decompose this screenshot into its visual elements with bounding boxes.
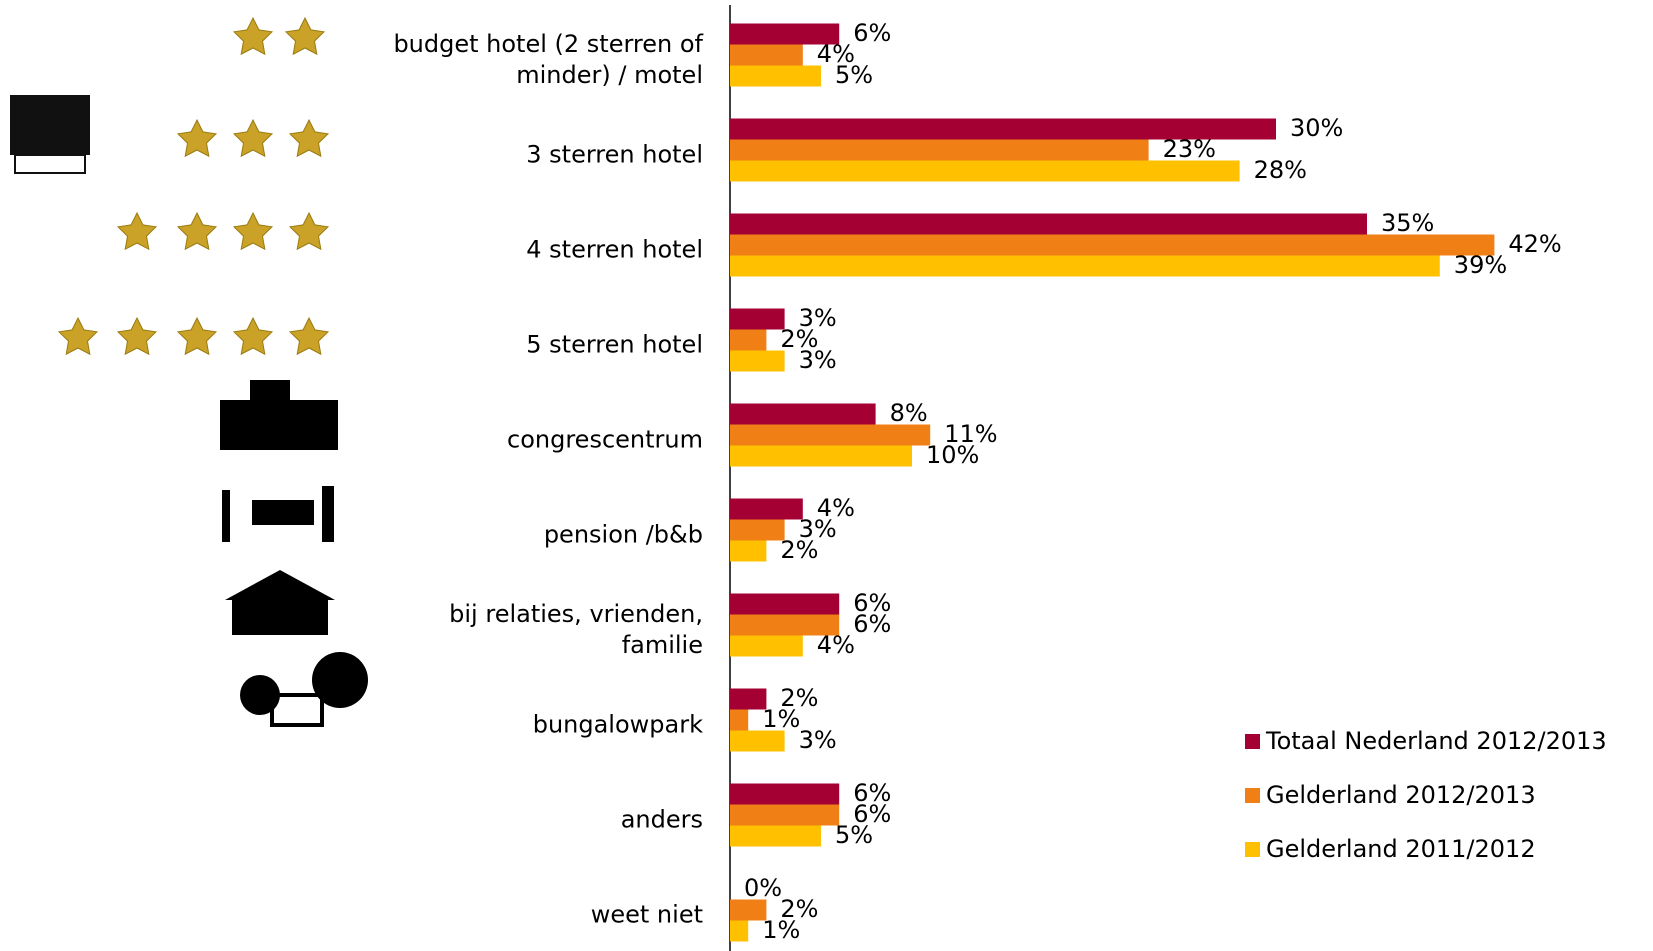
chart: 6%4%5%30%23%28%35%42%39%3%2%3%8%11%10%4%… — [0, 0, 1653, 951]
bar — [730, 541, 766, 562]
legend-label: Gelderland 2011/2012 — [1266, 835, 1536, 863]
bar — [730, 404, 876, 425]
bar — [730, 45, 803, 66]
data-label: 3% — [799, 726, 837, 754]
bar — [730, 66, 821, 87]
data-label: 8% — [890, 399, 928, 427]
bar — [730, 636, 803, 657]
data-label: 3% — [799, 346, 837, 374]
bar — [730, 256, 1440, 277]
category-label: pension /b&b — [373, 520, 703, 551]
legend-label: Gelderland 2012/2013 — [1266, 781, 1536, 809]
data-label: 4% — [817, 631, 855, 659]
data-label: 30% — [1290, 114, 1343, 142]
category-label: 3 sterren hotel — [373, 140, 703, 171]
bar — [730, 214, 1367, 235]
legend-swatch — [1245, 842, 1260, 857]
legend-swatch — [1245, 734, 1260, 749]
bar — [730, 921, 748, 942]
bar — [730, 140, 1149, 161]
category-label: 4 sterren hotel — [373, 235, 703, 266]
data-label: 2% — [780, 536, 818, 564]
bar — [730, 235, 1494, 256]
bar — [730, 446, 912, 467]
data-label: 1% — [762, 916, 800, 944]
category-label: budget hotel (2 sterren of minder) / mot… — [373, 29, 703, 91]
bar — [730, 309, 785, 330]
bar — [730, 520, 785, 541]
bar — [730, 351, 785, 372]
category-label: bungalowpark — [373, 710, 703, 741]
bar — [730, 499, 803, 520]
legend-label: Totaal Nederland 2012/2013 — [1265, 727, 1607, 755]
bar — [730, 689, 766, 710]
bar — [730, 594, 839, 615]
data-label: 5% — [835, 61, 873, 89]
category-label: congrescentrum — [373, 425, 703, 456]
legend-swatch — [1245, 788, 1260, 803]
category-label: anders — [373, 805, 703, 836]
bar — [730, 900, 766, 921]
icons — [10, 18, 368, 725]
bar — [730, 425, 930, 446]
bar — [730, 161, 1240, 182]
bar — [730, 710, 748, 731]
data-label: 10% — [926, 441, 979, 469]
data-label: 35% — [1381, 209, 1434, 237]
bar — [730, 784, 839, 805]
category-label: 5 sterren hotel — [373, 330, 703, 361]
data-label: 6% — [853, 610, 891, 638]
data-label: 39% — [1454, 251, 1507, 279]
chart-canvas: 6%4%5%30%23%28%35%42%39%3%2%3%8%11%10%4%… — [0, 0, 1653, 951]
bar — [730, 826, 821, 847]
category-label: bij relaties, vrienden, familie — [373, 599, 703, 661]
data-label: 5% — [835, 821, 873, 849]
data-label: 0% — [744, 874, 782, 902]
data-label: 1% — [762, 705, 800, 733]
data-label: 28% — [1254, 156, 1307, 184]
data-label: 6% — [853, 19, 891, 47]
bar — [730, 731, 785, 752]
bar — [730, 330, 766, 351]
data-label: 42% — [1508, 230, 1561, 258]
category-label: weet niet — [373, 900, 703, 931]
bar — [730, 805, 839, 826]
data-label: 23% — [1163, 135, 1216, 163]
